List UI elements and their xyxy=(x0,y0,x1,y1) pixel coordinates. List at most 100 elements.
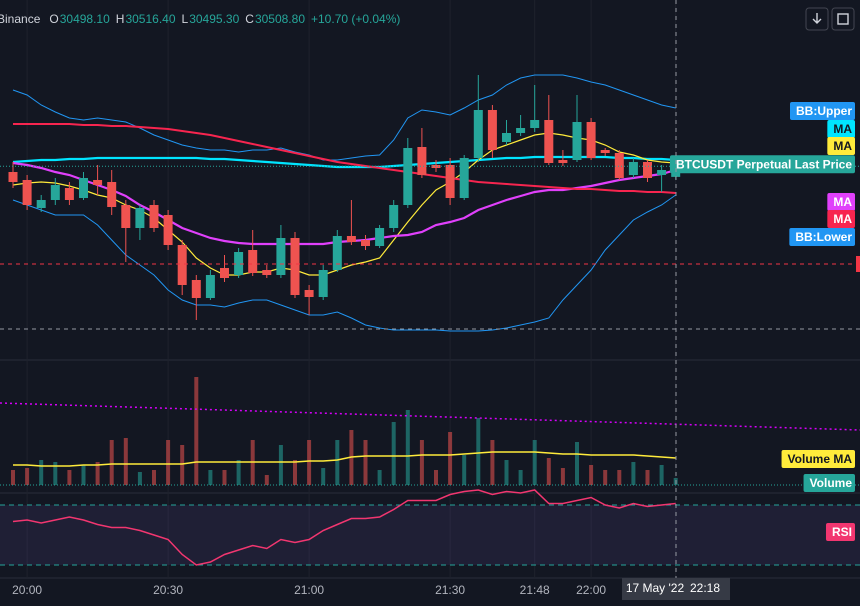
ohlc-value: 30508.80 xyxy=(255,12,305,26)
volume-bar xyxy=(180,445,185,485)
button-settings[interactable] xyxy=(831,7,855,31)
x-tick-label: 21:30 xyxy=(435,583,465,597)
price-tag-label: BB:Lower xyxy=(795,230,852,244)
candle-body xyxy=(389,205,399,228)
candle-body xyxy=(121,205,131,228)
volume-bar xyxy=(476,418,481,485)
candle-body xyxy=(628,162,638,175)
candle-body xyxy=(79,178,88,198)
candle-body xyxy=(544,120,554,163)
volume-bar xyxy=(363,440,368,485)
candle-body xyxy=(473,110,483,158)
indicator-line xyxy=(12,194,676,332)
volume-bar xyxy=(504,460,509,485)
candle-body xyxy=(417,147,427,175)
volume-bar xyxy=(575,442,579,485)
candle-body xyxy=(50,185,60,200)
candle-body xyxy=(403,148,413,205)
price-tag: BB:Lower xyxy=(789,228,855,246)
volume-bar xyxy=(589,465,594,485)
x-tick-label: 22:00 xyxy=(576,583,606,597)
candle-body xyxy=(487,110,497,150)
volume-bar xyxy=(518,470,523,485)
volume-bar xyxy=(123,438,128,485)
price-tag-box xyxy=(825,523,855,541)
candle-body xyxy=(135,208,145,228)
volume-bar xyxy=(67,470,72,485)
price-tag: MA xyxy=(827,210,855,228)
price-tag-box xyxy=(827,210,855,228)
crosshair-date: 17 May '22 xyxy=(626,581,685,595)
candle-body xyxy=(64,188,74,200)
volume-bar xyxy=(236,460,241,485)
price-change: +10.70 (+0.04%) xyxy=(311,12,400,26)
candle-body xyxy=(361,240,370,246)
volume-bar xyxy=(405,410,410,485)
candle-body xyxy=(220,268,229,278)
price-tag-box xyxy=(827,193,855,211)
candle-body xyxy=(600,150,610,153)
volume-bar xyxy=(560,468,565,485)
price-tag-label: RSI xyxy=(832,525,852,539)
price-tag-box xyxy=(827,120,855,138)
price-tag-label: BB:Upper xyxy=(796,104,852,118)
volume-bar xyxy=(81,465,86,485)
volume-bar xyxy=(603,470,608,485)
price-tag: MA xyxy=(827,137,855,155)
volume-bar xyxy=(25,468,30,485)
candle-body xyxy=(262,270,272,275)
candle-body xyxy=(459,158,469,198)
price-tag: MA xyxy=(827,193,855,211)
candle-body xyxy=(8,172,18,182)
price-tag-label: MA xyxy=(833,212,852,226)
candle-body xyxy=(614,153,624,178)
volume-bar xyxy=(462,455,467,485)
candle-body xyxy=(572,122,582,160)
volume-bar xyxy=(448,432,453,485)
candle-body xyxy=(586,122,596,158)
alert-tag xyxy=(856,256,860,272)
candle-body xyxy=(93,180,103,185)
price-tag: BTCUSDT Perpetual Last Price xyxy=(669,155,855,174)
price-tag-label: Volume MA xyxy=(788,452,853,466)
indicator-line xyxy=(12,155,676,169)
volume-bar xyxy=(659,465,664,485)
candle-body xyxy=(657,170,667,175)
price-tag-box xyxy=(669,155,855,174)
volume-bar xyxy=(546,458,551,485)
volume-bar xyxy=(152,470,156,485)
volume-bar xyxy=(335,440,340,485)
candle-body xyxy=(205,275,215,298)
volume-bar xyxy=(377,470,382,485)
volume-bar xyxy=(95,462,100,485)
indicator-line xyxy=(13,123,676,194)
candle-body xyxy=(107,182,117,207)
price-tag-label: BTCUSDT Perpetual Last Price xyxy=(676,157,852,171)
candle-body xyxy=(149,205,159,228)
price-tag: Volume xyxy=(803,474,855,492)
x-tick-label: 20:00 xyxy=(12,583,42,597)
volume-bar xyxy=(321,468,326,485)
ohlc-value: 30516.40 xyxy=(125,12,175,26)
crosshair-time-box xyxy=(622,578,730,600)
price-tag-label: MA xyxy=(833,195,852,209)
candle-body xyxy=(22,180,32,205)
volume-bar xyxy=(194,377,199,485)
ohlc-key: O xyxy=(49,12,58,26)
price-tag-box xyxy=(827,137,855,155)
volume-bar xyxy=(137,472,142,485)
price-tag: MA xyxy=(827,120,855,138)
candle-body xyxy=(530,120,540,128)
volume-bar xyxy=(490,440,495,485)
volume-bar xyxy=(11,470,15,485)
volume-bar xyxy=(532,440,537,485)
settings-icon xyxy=(837,13,849,25)
candle-body xyxy=(177,245,187,285)
candle-body xyxy=(643,162,652,178)
price-tag-box xyxy=(803,474,855,492)
candle-body xyxy=(445,165,455,198)
candle-body xyxy=(516,128,526,133)
indicator-line xyxy=(12,132,676,276)
rsi-line xyxy=(12,489,676,566)
indicator-line xyxy=(12,161,677,246)
